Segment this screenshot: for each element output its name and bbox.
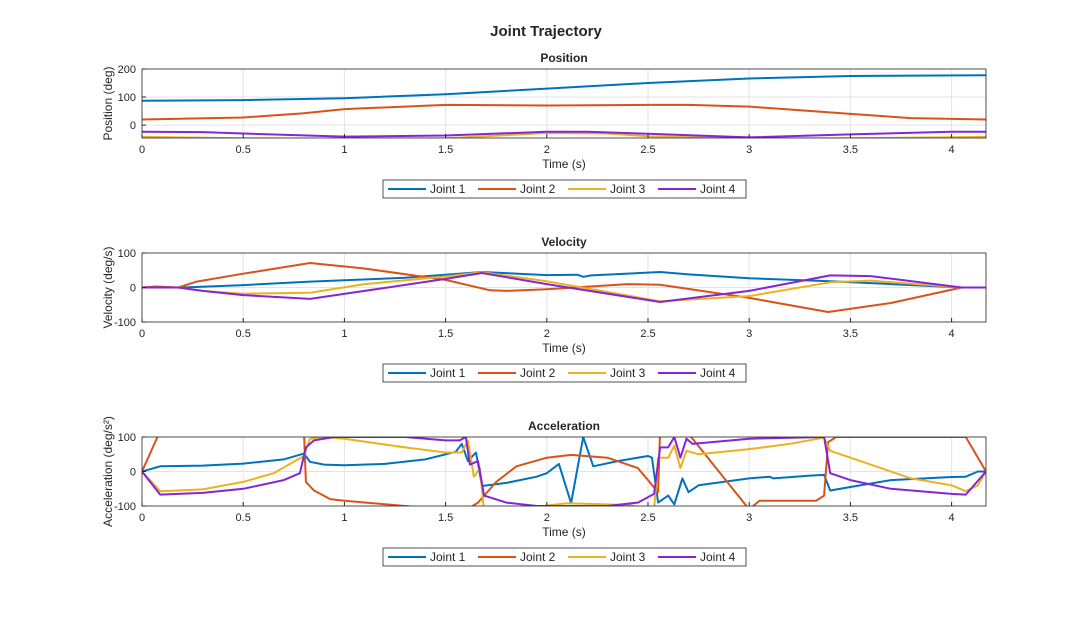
legend-label-joint-2: Joint 2	[520, 182, 556, 196]
chart-position: 0 0.5 1 1.5 2 2.5 3 3.5 4 0 100 200 Position Time (s)…	[101, 51, 987, 199]
x-tick-label: 1	[341, 144, 347, 156]
x-tick-label: 2.5	[640, 512, 655, 524]
x-tick-label: 2	[544, 144, 550, 156]
series-line-joint-4	[142, 437, 986, 506]
chart-title: Velocity	[541, 235, 587, 249]
x-tick-label: 0	[139, 328, 145, 340]
y-tick-label: 0	[130, 283, 136, 295]
legend-label-joint-4: Joint 4	[700, 550, 736, 564]
legend-label-joint-1: Joint 1	[430, 182, 466, 196]
y-tick-label: 0	[130, 120, 136, 132]
x-axis-label: Time (s)	[542, 341, 586, 355]
legend-label-joint-4: Joint 4	[700, 366, 736, 380]
legend-label-joint-3: Joint 3	[610, 182, 646, 196]
x-tick-label: 4	[949, 144, 955, 156]
legend-label-joint-1: Joint 1	[430, 366, 466, 380]
legend-label-joint-3: Joint 3	[610, 366, 646, 380]
y-tick-label: 0	[130, 467, 136, 479]
y-tick-label: 100	[118, 92, 136, 104]
y-axis-label: Acceleration (deg/s²)	[101, 416, 115, 527]
figure-title: Joint Trajectory	[490, 23, 602, 40]
x-tick-label: 0.5	[236, 512, 251, 524]
y-axis-label: Velocity (deg/s)	[101, 246, 115, 328]
chart-acceleration: 0 0.5 1 1.5 2 2.5 3 3.5 4-1000100AccelerationTim…	[101, 416, 987, 567]
y-tick-label: -100	[114, 501, 136, 513]
y-tick-label: 100	[118, 248, 136, 260]
x-tick-label: 0.5	[236, 328, 251, 340]
x-tick-label: 1	[341, 512, 347, 524]
x-tick-label: 2.5	[640, 328, 655, 340]
series-line-joint-2	[142, 262, 986, 313]
series-line-joint-4	[142, 272, 986, 303]
x-tick-label: 4	[949, 512, 955, 524]
x-tick-label: 4	[949, 328, 955, 340]
legend: Joint 1 Joint 2 Joint 3 Joint 4	[382, 363, 747, 383]
x-tick-label: 3	[746, 512, 752, 524]
legend-label-joint-4: Joint 4	[700, 182, 736, 196]
x-tick-label: 0	[139, 144, 145, 156]
legend-label-joint-2: Joint 2	[520, 550, 556, 564]
plot-area	[142, 69, 986, 138]
series-group	[142, 262, 986, 313]
x-axis-label: Time (s)	[542, 157, 586, 171]
series-line-joint-1	[142, 74, 986, 102]
chart-title: Position	[540, 51, 587, 65]
x-tick-label: 3.5	[843, 144, 858, 156]
y-axis-label: Position (deg)	[101, 66, 115, 140]
x-tick-label: 3.5	[843, 512, 858, 524]
x-tick-label: 2	[544, 512, 550, 524]
chart-title: Acceleration	[528, 419, 600, 433]
legend-box	[382, 363, 747, 383]
axes-box	[141, 68, 987, 139]
series-line-joint-4	[142, 130, 986, 138]
x-tick-label: 2.5	[640, 144, 655, 156]
series-line-joint-2	[142, 103, 986, 121]
legend-box	[382, 179, 747, 199]
legend-label-joint-1: Joint 1	[430, 550, 466, 564]
series-group	[142, 437, 986, 506]
series-line-joint-2	[142, 437, 986, 506]
legend: Joint 1 Joint 2 Joint 3 Joint 4	[382, 179, 747, 199]
x-tick-label: 1	[341, 328, 347, 340]
x-tick-label: 0.5	[236, 144, 251, 156]
x-tick-label: 3	[746, 328, 752, 340]
x-tick-label: 3.5	[843, 328, 858, 340]
y-tick-label: 200	[118, 64, 136, 76]
series-line-joint-1	[142, 437, 986, 506]
legend: Joint 1 Joint 2 Joint 3 Joint 4	[382, 547, 747, 567]
legend-box	[382, 547, 747, 567]
x-tick-label: 3	[746, 144, 752, 156]
legend-label-joint-2: Joint 2	[520, 366, 556, 380]
y-tick-label: -100	[114, 317, 136, 329]
x-tick-label: 2	[544, 328, 550, 340]
y-tick-label: 100	[118, 432, 136, 444]
x-tick-label: 1.5	[438, 512, 453, 524]
x-tick-label: 1.5	[438, 328, 453, 340]
x-tick-label: 0	[139, 512, 145, 524]
x-tick-label: 1.5	[438, 144, 453, 156]
x-axis-label: Time (s)	[542, 525, 586, 539]
legend-label-joint-3: Joint 3	[610, 550, 646, 564]
